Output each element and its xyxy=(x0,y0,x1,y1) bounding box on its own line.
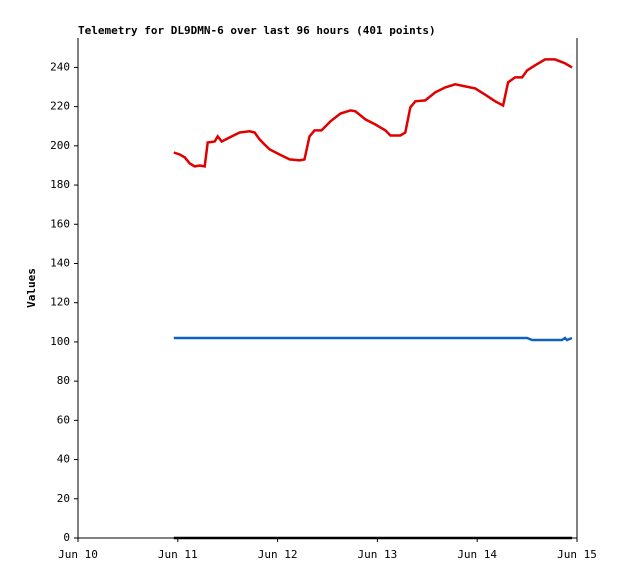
y-tick-label: 180 xyxy=(50,178,70,191)
x-tick-label: Jun 12 xyxy=(258,548,298,561)
x-tick-label: Jun 15 xyxy=(557,548,597,561)
chart-title: Telemetry for DL9DMN-6 over last 96 hour… xyxy=(78,24,436,37)
x-tick-label: Jun 14 xyxy=(457,548,497,561)
x-tick-label: Jun 10 xyxy=(58,548,98,561)
x-tick-label: Jun 11 xyxy=(158,548,198,561)
y-tick-label: 200 xyxy=(50,139,70,152)
y-tick-label: 80 xyxy=(57,374,70,387)
y-tick-label: 140 xyxy=(50,256,70,269)
y-tick-label: 160 xyxy=(50,217,70,230)
y-tick-label: 220 xyxy=(50,100,70,113)
y-tick-label: 60 xyxy=(57,413,70,426)
y-tick-label: 20 xyxy=(57,492,70,505)
y-axis-label: Values xyxy=(25,268,38,308)
y-tick-label: 120 xyxy=(50,296,70,309)
series-line xyxy=(173,336,573,342)
series-line xyxy=(173,58,573,168)
x-tick-label: Jun 13 xyxy=(358,548,398,561)
y-tick-label: 0 xyxy=(63,531,70,544)
y-tick-label: 40 xyxy=(57,453,70,466)
y-tick-label: 100 xyxy=(50,335,70,348)
y-tick-label: 240 xyxy=(50,60,70,73)
